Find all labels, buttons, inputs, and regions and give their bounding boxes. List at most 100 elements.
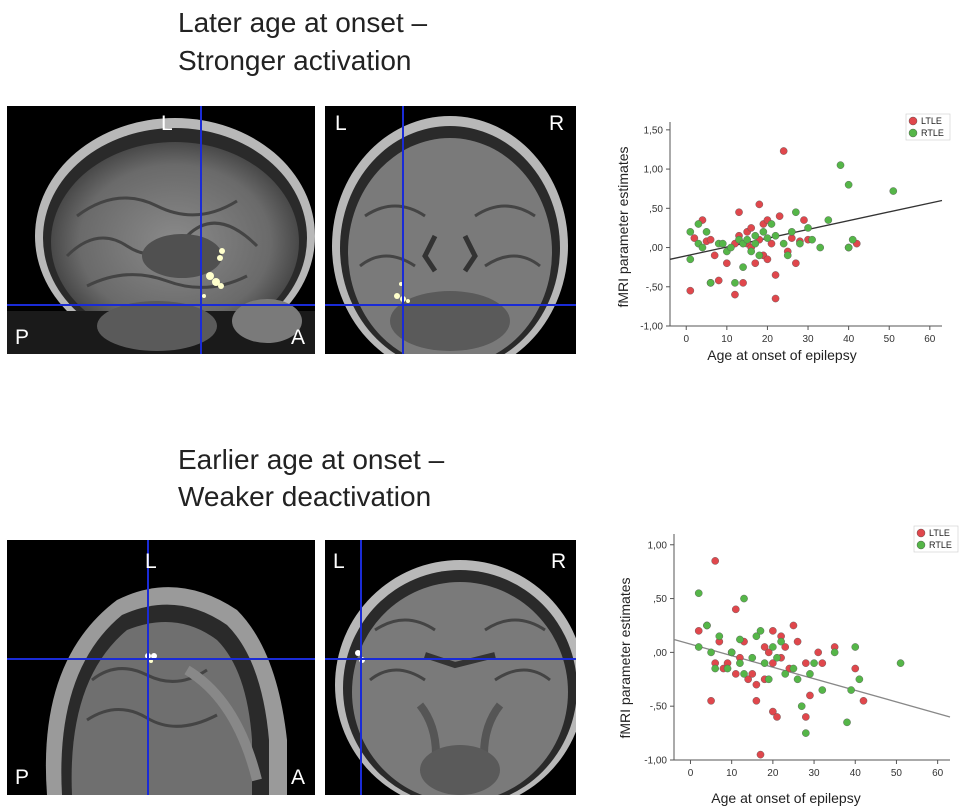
data-point-ltle bbox=[710, 251, 719, 260]
data-point-rtle bbox=[751, 239, 760, 248]
data-point-rtle bbox=[808, 235, 816, 244]
data-point-ltle bbox=[792, 259, 800, 268]
bottom-scatter-svg: -1,00 -,50 ,00 ,50 1,00 0 10 20 30 40 50 60 LTLE RTLE… bbox=[617, 525, 959, 806]
data-point-rtle bbox=[789, 664, 798, 673]
bottom-scatter-chart: -1,00 -,50 ,00 ,50 1,00 0 10 20 30 40 50 60 LTLE RTLE… bbox=[600, 520, 962, 808]
x-tick-label: 30 bbox=[802, 334, 814, 345]
data-point-ltle bbox=[771, 271, 780, 279]
data-point-ltle bbox=[731, 670, 740, 678]
data-point-rtle bbox=[755, 251, 764, 260]
data-point-rtle bbox=[844, 180, 853, 189]
data-point-rtle bbox=[767, 220, 776, 228]
bottom-chart-xlabel: Age at onset of epilepsy bbox=[711, 790, 860, 806]
data-point-rtle bbox=[739, 263, 747, 271]
bottom-sagittal-label-right: A bbox=[291, 766, 306, 789]
data-point-ltle bbox=[744, 675, 752, 684]
data-point-rtle bbox=[777, 637, 785, 646]
data-point-rtle bbox=[763, 234, 772, 242]
x-tick-label: 50 bbox=[891, 768, 903, 779]
data-point-rtle bbox=[694, 643, 703, 651]
data-point-ltle bbox=[752, 697, 761, 705]
top-heading-line1: Later age at onset – bbox=[178, 7, 428, 38]
data-point-ltle bbox=[851, 664, 860, 673]
regression-line bbox=[673, 638, 951, 718]
y-tick-label: ,50 bbox=[649, 204, 663, 215]
data-point-rtle bbox=[843, 718, 851, 727]
x-tick-label: 50 bbox=[884, 334, 896, 345]
data-point-rtle bbox=[740, 670, 748, 678]
data-point-ltle bbox=[690, 234, 699, 242]
top-coronal-label-left: L bbox=[335, 112, 347, 135]
data-point-ltle bbox=[723, 259, 731, 268]
top-sagittal-label-left: P bbox=[15, 326, 30, 349]
y-tick-label: 1,50 bbox=[644, 125, 664, 136]
legend-marker-ltle bbox=[916, 528, 926, 538]
data-point-ltle bbox=[781, 643, 790, 651]
top-chart-ylabel: fMRI parameter estimates bbox=[615, 146, 631, 307]
x-tick-label: 0 bbox=[688, 768, 694, 779]
data-point-ltle bbox=[706, 235, 715, 244]
data-point-ltle bbox=[767, 239, 776, 248]
data-point-rtle bbox=[764, 675, 773, 684]
top-heading-line2: Stronger activation bbox=[178, 45, 412, 76]
data-point-rtle bbox=[793, 675, 802, 684]
x-tick-label: 30 bbox=[808, 768, 820, 779]
data-point-ltle bbox=[694, 627, 703, 635]
data-point-rtle bbox=[751, 231, 760, 240]
data-point-rtle bbox=[706, 279, 715, 287]
y-tick-label: -,50 bbox=[646, 282, 664, 293]
data-point-ltle bbox=[751, 259, 760, 268]
top-scatter-chart: -1,00 -,50 ,00 ,50 1,00 1,50 0 10 20 30 40 50 60 LTLE… bbox=[600, 110, 962, 370]
bottom-sagittal-mri-image: L P A bbox=[7, 540, 315, 795]
data-point-ltle bbox=[769, 659, 777, 667]
data-point-rtle bbox=[816, 243, 825, 252]
y-tick-label: -1,00 bbox=[640, 322, 663, 333]
data-point-rtle bbox=[736, 635, 744, 644]
data-point-rtle bbox=[769, 643, 777, 651]
data-point-rtle bbox=[718, 239, 727, 248]
x-tick-label: 20 bbox=[767, 768, 779, 779]
data-point-rtle bbox=[806, 670, 814, 678]
data-point-ltle bbox=[711, 557, 719, 565]
data-point-ltle bbox=[814, 648, 822, 657]
data-point-ltle bbox=[802, 659, 810, 667]
data-point-rtle bbox=[848, 235, 857, 244]
data-point-rtle bbox=[711, 664, 719, 673]
data-point-ltle bbox=[806, 691, 814, 700]
data-point-rtle bbox=[810, 659, 818, 667]
legend-marker-ltle bbox=[908, 116, 918, 126]
data-point-ltle bbox=[760, 643, 769, 651]
y-tick-label: -,50 bbox=[650, 702, 668, 713]
data-point-ltle bbox=[775, 212, 784, 220]
data-point-rtle bbox=[740, 594, 748, 603]
data-point-rtle bbox=[773, 653, 781, 662]
bottom-heading-line1: Earlier age at onset – bbox=[178, 444, 445, 475]
data-point-ltle bbox=[769, 707, 777, 716]
data-point-ltle bbox=[793, 637, 802, 646]
y-tick-label: ,50 bbox=[653, 594, 667, 605]
bottom-coronal-label-right: R bbox=[551, 550, 567, 573]
data-point-rtle bbox=[703, 621, 711, 630]
data-point-rtle bbox=[830, 648, 839, 657]
data-point-ltle bbox=[739, 279, 747, 287]
data-point-rtle bbox=[747, 247, 755, 256]
data-point-rtle bbox=[760, 659, 769, 667]
data-point-rtle bbox=[743, 235, 751, 244]
data-point-ltle bbox=[752, 680, 761, 689]
data-point-ltle bbox=[800, 216, 808, 224]
data-point-ltle bbox=[755, 200, 764, 209]
data-point-rtle bbox=[792, 208, 800, 217]
x-tick-label: 60 bbox=[932, 768, 944, 779]
top-sagittal-label-top: L bbox=[161, 112, 173, 135]
data-point-rtle bbox=[804, 224, 812, 232]
data-point-rtle bbox=[836, 161, 845, 169]
legend-label-rtle: RTLE bbox=[921, 128, 944, 138]
data-point-rtle bbox=[851, 643, 860, 651]
data-point-ltle bbox=[764, 648, 773, 657]
y-tick-label: ,00 bbox=[653, 648, 667, 659]
bottom-sagittal-label-top: L bbox=[145, 550, 157, 573]
bottom-heading-line2: Weaker deactivation bbox=[178, 481, 432, 512]
data-point-rtle bbox=[889, 187, 898, 195]
data-point-rtle bbox=[698, 243, 707, 252]
data-point-ltle bbox=[779, 147, 788, 155]
